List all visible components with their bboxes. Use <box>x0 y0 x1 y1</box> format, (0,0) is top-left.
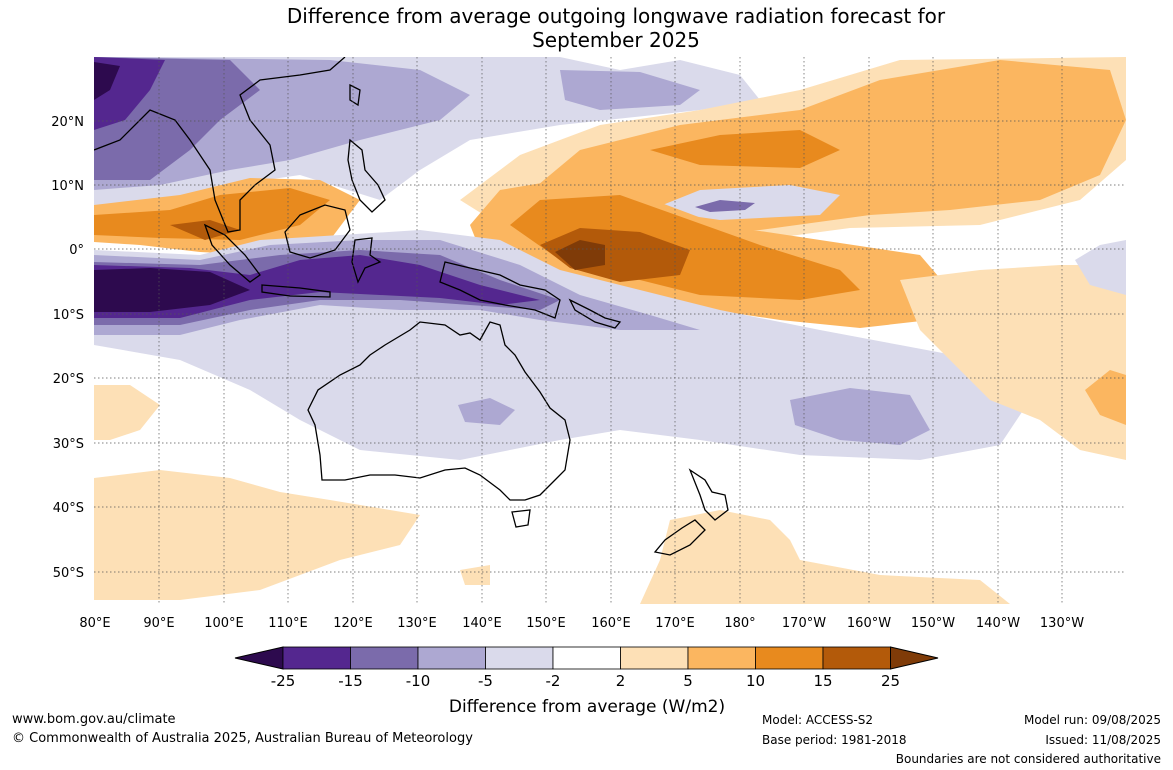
colorbar-bin <box>350 646 419 670</box>
region-pos-east-south-mid <box>1085 370 1126 425</box>
colorbar-tick-label: 15 <box>813 672 832 690</box>
colorbar-label: Difference from average (W/m2) <box>449 697 725 717</box>
colorbar-bin <box>485 646 554 670</box>
region-pos-south-small <box>460 565 490 585</box>
lon-label: 130°E <box>397 616 437 631</box>
lat-label: 40°S <box>53 501 84 516</box>
colorbar-bin <box>687 646 756 670</box>
region-pos-south-west <box>94 470 420 600</box>
philippines-outline <box>347 138 386 213</box>
region-neg-south-peak <box>94 268 250 312</box>
colorbar-tick-label: 5 <box>683 672 693 690</box>
boundaries-disclaimer: Boundaries are not considered authoritat… <box>895 752 1161 766</box>
colorbar-tick-label: -10 <box>406 672 431 690</box>
taiwan-outline <box>349 83 361 107</box>
colorbar-tick-label: -25 <box>271 672 296 690</box>
copyright-notice: © Commonwealth of Australia 2025, Austra… <box>12 731 473 746</box>
tasmania-outline <box>511 509 531 528</box>
title-line-1: Difference from average outgoing longwav… <box>286 4 946 28</box>
lon-label: 120°E <box>333 616 373 631</box>
lon-label: 110°E <box>268 616 308 631</box>
lon-label: 150°E <box>526 616 566 631</box>
region-pos-eq-peak <box>555 240 605 270</box>
lat-label: 10°S <box>53 308 84 323</box>
lat-label: 20°N <box>51 115 84 130</box>
sumatra-outline <box>203 223 261 283</box>
colorbar-bin <box>755 646 824 670</box>
lon-label: 160°E <box>591 616 631 631</box>
colorbar-ticks: -25 -15 -10 -5 -2 2 5 10 15 25 <box>271 672 900 690</box>
lon-label: 90°E <box>143 616 174 631</box>
region-pos-north-high <box>650 130 840 168</box>
base-period: Base period: 1981-2018 <box>762 733 907 747</box>
lat-label: 30°S <box>53 437 84 452</box>
lon-label: 180° <box>724 616 755 631</box>
lon-label: 150°W <box>911 616 955 631</box>
lon-label: 130°W <box>1040 616 1084 631</box>
graticule <box>94 57 1126 604</box>
chart-title: Difference from average outgoing longwav… <box>0 4 1173 52</box>
colorbar-bin <box>552 646 621 670</box>
new-guinea-outline <box>439 261 561 319</box>
lat-label: 50°S <box>53 566 84 581</box>
region-pos-indian-strong <box>170 220 240 240</box>
region-neg-east-edge <box>1075 240 1126 295</box>
region-neg-south-pacific <box>790 388 930 445</box>
lat-label: 10°N <box>51 179 84 194</box>
lat-label: 20°S <box>53 372 84 387</box>
borneo-outline <box>284 204 351 259</box>
region-pos-east-south <box>900 265 1126 460</box>
title-line-2: September 2025 <box>532 28 700 52</box>
lon-label: 160°W <box>847 616 891 631</box>
lon-label: 140°W <box>976 616 1020 631</box>
website-link[interactable]: www.bom.gov.au/climate <box>12 712 176 727</box>
lat-label: 0° <box>69 243 84 258</box>
lon-label: 170°W <box>782 616 826 631</box>
model-run-date: Model run: 09/08/2025 <box>1023 713 1161 727</box>
colorbar-max-extension <box>890 646 939 670</box>
colorbar: -25 -15 -10 -5 -2 2 5 10 15 25 Differenc… <box>234 646 939 717</box>
colorbar-tick-label: -2 <box>546 672 561 690</box>
colorbar-bin <box>822 646 891 670</box>
region-pos-eq-high <box>510 195 860 300</box>
solomon-islands-outline <box>568 298 622 329</box>
australia-outline <box>307 321 571 501</box>
new-zealand-north-outline <box>688 468 729 521</box>
new-zealand-south-outline <box>653 519 706 556</box>
coastlines <box>94 57 729 556</box>
colorbar-tick-label: -15 <box>338 672 363 690</box>
java-outline <box>261 284 331 298</box>
region-pos-indian-high <box>94 188 330 240</box>
colorbar-bin <box>417 646 486 670</box>
lon-label: 170°E <box>655 616 695 631</box>
colorbar-tick-label: -5 <box>478 672 493 690</box>
latitude-labels: 20°N 10°N 0° 10°S 20°S 30°S 40°S 50°S <box>51 115 84 581</box>
issued-date: Issued: 11/08/2025 <box>1045 733 1161 747</box>
colorbar-tick-label: 10 <box>746 672 765 690</box>
model-name: Model: ACCESS-S2 <box>762 713 874 727</box>
colorbar-tick-label: 25 <box>881 672 900 690</box>
region-neg-west-pacific <box>560 70 700 110</box>
longitude-labels: 80°E 90°E 100°E 110°E 120°E 130°E 140°E … <box>79 616 1084 631</box>
region-neg-north-strong <box>94 62 120 100</box>
region-pos-south-west-2 <box>94 385 160 440</box>
region-pos-new-zealand <box>640 510 1010 604</box>
colorbar-bin <box>620 646 689 670</box>
colorbar-tick-label: 2 <box>616 672 626 690</box>
colorbar-bin <box>282 646 351 670</box>
region-neg-australia-interior <box>458 398 515 425</box>
asia-mainland-outline <box>94 57 346 233</box>
lon-label: 80°E <box>79 616 110 631</box>
anomaly-field <box>94 57 1126 604</box>
colorbar-min-extension <box>234 646 284 670</box>
lon-label: 140°E <box>462 616 502 631</box>
lon-label: 100°E <box>204 616 244 631</box>
